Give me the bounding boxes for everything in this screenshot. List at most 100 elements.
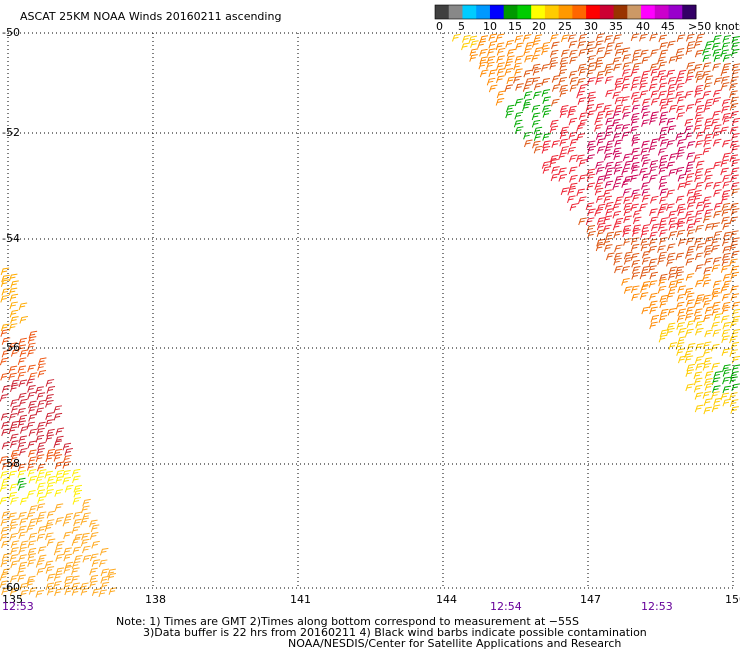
wind-barb xyxy=(576,188,585,197)
wind-barb xyxy=(45,419,54,427)
wind-barb xyxy=(89,553,99,562)
wind-barb xyxy=(17,420,27,429)
note-line-3: NOAA/NESDIS/Center for Satellite Applica… xyxy=(288,637,621,650)
wind-barb xyxy=(648,280,658,288)
wind-barb xyxy=(659,329,669,338)
wind-barb xyxy=(8,512,17,521)
wind-barb xyxy=(648,238,658,247)
wind-barb xyxy=(55,427,65,436)
wind-barb xyxy=(704,117,713,126)
wind-barb xyxy=(531,119,541,128)
wind-barb xyxy=(559,62,569,71)
wind-barb xyxy=(659,111,669,120)
wind-barb xyxy=(667,83,677,92)
wind-barb xyxy=(703,314,712,322)
wind-barb xyxy=(695,181,704,190)
wind-barb xyxy=(686,140,696,149)
wind-barb xyxy=(702,202,712,211)
wind-barb xyxy=(73,489,83,498)
wind-barb xyxy=(0,573,9,581)
wind-barb xyxy=(686,245,696,254)
wind-barb xyxy=(721,105,730,114)
wind-barb xyxy=(73,554,83,563)
wind-barb xyxy=(666,140,675,148)
wind-barb xyxy=(53,440,62,449)
wind-barb xyxy=(27,336,37,344)
wind-barb xyxy=(731,159,740,167)
wind-barb xyxy=(45,379,55,387)
wind-barb xyxy=(10,497,19,505)
wind-barb xyxy=(605,208,614,216)
wind-barb xyxy=(55,540,65,549)
wind-barb xyxy=(712,280,722,289)
wind-barb xyxy=(630,33,640,42)
wind-barb xyxy=(666,117,676,126)
wind-barb xyxy=(10,560,19,569)
wind-barb xyxy=(37,525,47,534)
wind-barb xyxy=(675,132,684,141)
wind-barb xyxy=(712,48,722,57)
wind-barb xyxy=(659,300,668,309)
wind-barb xyxy=(623,160,633,169)
wind-barb xyxy=(558,173,568,182)
wind-barb xyxy=(675,252,685,261)
wind-barb xyxy=(713,230,723,239)
wind-barb xyxy=(703,357,713,365)
wind-barb xyxy=(558,76,567,85)
wind-barb xyxy=(37,357,47,366)
wind-barb xyxy=(650,314,660,323)
wind-barb xyxy=(685,132,694,140)
wind-barb xyxy=(26,512,36,520)
wind-barb xyxy=(702,363,712,371)
wind-barb xyxy=(649,33,658,42)
wind-barb xyxy=(704,223,714,231)
wind-barb xyxy=(595,161,604,169)
wind-barb xyxy=(89,519,98,528)
wind-barb xyxy=(703,139,712,148)
wind-barb xyxy=(73,533,83,542)
wind-barb xyxy=(729,82,738,91)
wind-barb xyxy=(0,279,10,287)
wind-barb xyxy=(721,208,731,217)
wind-barb xyxy=(604,131,613,139)
wind-barb xyxy=(568,131,577,140)
wind-barb xyxy=(650,223,660,232)
wind-barb xyxy=(54,489,63,497)
wind-barb xyxy=(531,112,541,121)
wind-barb xyxy=(702,391,712,399)
wind-barb xyxy=(649,300,658,309)
wind-barb xyxy=(586,173,596,182)
lon-label-150: 150 xyxy=(725,593,740,606)
wind-barb xyxy=(18,379,28,388)
wind-barb xyxy=(542,140,551,148)
note-line-1: Note: 1) Times are GMT 2)Times along bot… xyxy=(116,615,579,628)
wind-barb xyxy=(605,167,615,176)
wind-barb xyxy=(495,97,505,106)
wind-barb xyxy=(711,292,721,300)
wind-barb xyxy=(8,323,18,331)
wind-barb xyxy=(506,76,516,85)
lat-label-60: -60 xyxy=(2,581,20,594)
wind-barb xyxy=(675,48,685,56)
wind-barb xyxy=(695,294,705,302)
wind-barb xyxy=(621,96,630,104)
wind-barb xyxy=(631,76,641,85)
wind-barb xyxy=(605,89,614,98)
lat-label-50: -50 xyxy=(2,26,20,39)
wind-barb xyxy=(622,188,632,196)
wind-barb xyxy=(720,315,730,323)
wind-barb xyxy=(20,426,29,434)
wind-barb xyxy=(71,575,80,584)
wind-barb xyxy=(694,84,704,93)
wind-barb xyxy=(641,111,651,119)
wind-barb xyxy=(722,369,732,377)
wind-barb xyxy=(613,34,622,42)
wind-barb xyxy=(100,575,109,584)
wind-barb xyxy=(722,231,732,240)
wind-barb xyxy=(9,433,19,442)
legend-swatch xyxy=(489,5,505,19)
wind-barb xyxy=(721,306,731,315)
wind-barb xyxy=(704,383,714,391)
wind-barb xyxy=(711,308,721,316)
wind-barb xyxy=(578,48,587,57)
